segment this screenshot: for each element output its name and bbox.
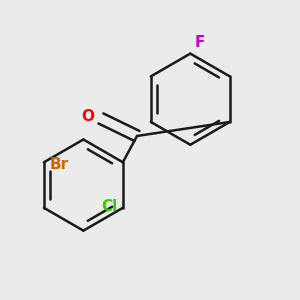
Text: F: F	[194, 35, 205, 50]
Text: Br: Br	[49, 157, 68, 172]
Text: O: O	[82, 109, 94, 124]
Text: Cl: Cl	[101, 199, 118, 214]
